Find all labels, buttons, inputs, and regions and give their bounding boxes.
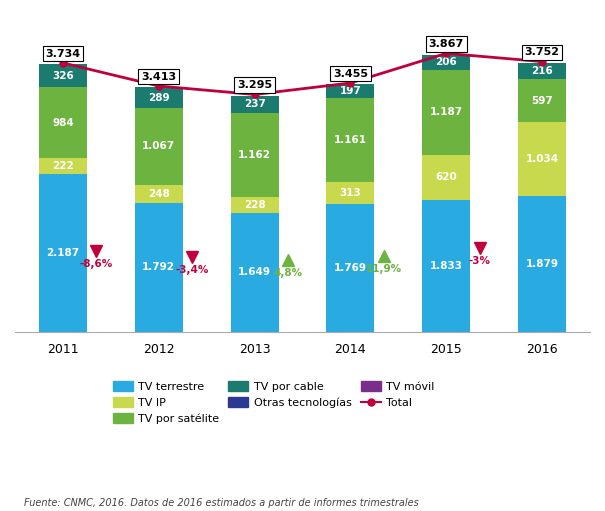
Text: 216: 216	[531, 66, 553, 76]
Text: 11,9%: 11,9%	[366, 264, 402, 274]
Text: -8,6%: -8,6%	[80, 259, 113, 269]
Text: 1.879: 1.879	[526, 259, 558, 269]
Bar	[518, 79, 566, 122]
Bar	[422, 155, 470, 200]
Bar	[518, 196, 566, 332]
Bar	[327, 98, 374, 182]
Text: 1.187: 1.187	[430, 107, 463, 118]
Text: 1.162: 1.162	[238, 150, 271, 160]
Text: 1.833: 1.833	[430, 261, 463, 271]
Text: 597: 597	[531, 96, 553, 105]
Text: 248: 248	[148, 189, 169, 199]
Bar	[39, 64, 87, 87]
Bar	[39, 174, 87, 332]
Text: 3.295: 3.295	[237, 80, 272, 90]
Bar	[327, 204, 374, 332]
Text: 3.413: 3.413	[141, 72, 176, 82]
Text: 3.867: 3.867	[428, 39, 464, 49]
Text: 3.455: 3.455	[333, 68, 368, 79]
Bar	[135, 87, 183, 108]
Legend: TV terrestre, TV IP, TV por satélite, TV por cable, Otras tecnologías, TV móvil,: TV terrestre, TV IP, TV por satélite, TV…	[113, 381, 434, 424]
Text: 289: 289	[148, 92, 169, 103]
Bar	[135, 203, 183, 332]
Text: 197: 197	[339, 86, 361, 96]
Text: 2.187: 2.187	[47, 248, 79, 258]
Bar	[518, 122, 566, 196]
Bar	[39, 87, 87, 158]
Text: -3,4%: -3,4%	[175, 265, 209, 275]
Text: 228: 228	[244, 200, 266, 210]
Bar	[327, 84, 374, 98]
Bar	[327, 182, 374, 204]
Text: 222: 222	[52, 161, 74, 171]
Text: 326: 326	[52, 71, 74, 81]
Bar	[231, 213, 278, 332]
Text: 313: 313	[339, 188, 361, 198]
Text: 206: 206	[436, 57, 457, 67]
Text: 1.649: 1.649	[238, 267, 271, 277]
Text: 1.067: 1.067	[142, 142, 175, 151]
Text: -3%: -3%	[469, 256, 491, 266]
Text: 1.034: 1.034	[526, 154, 558, 164]
Bar	[422, 55, 470, 69]
Bar	[135, 185, 183, 203]
Bar	[135, 108, 183, 185]
Text: 4,8%: 4,8%	[273, 268, 302, 277]
Text: 3.752: 3.752	[525, 48, 560, 57]
Bar	[518, 63, 566, 79]
Text: 1.161: 1.161	[334, 135, 367, 145]
Bar	[231, 96, 278, 113]
Bar	[422, 200, 470, 332]
Bar	[39, 158, 87, 174]
Text: 984: 984	[52, 118, 74, 128]
Text: 3.734: 3.734	[45, 49, 80, 59]
Bar	[231, 197, 278, 213]
Text: 620: 620	[436, 172, 457, 182]
Bar	[422, 69, 470, 155]
Text: 237: 237	[244, 99, 266, 109]
Text: 1.792: 1.792	[142, 262, 175, 272]
Text: Fuente: CNMC, 2016. Datos de 2016 estimados a partir de informes trimestrales: Fuente: CNMC, 2016. Datos de 2016 estima…	[24, 498, 419, 508]
Bar	[231, 113, 278, 197]
Text: 1.769: 1.769	[334, 263, 367, 273]
